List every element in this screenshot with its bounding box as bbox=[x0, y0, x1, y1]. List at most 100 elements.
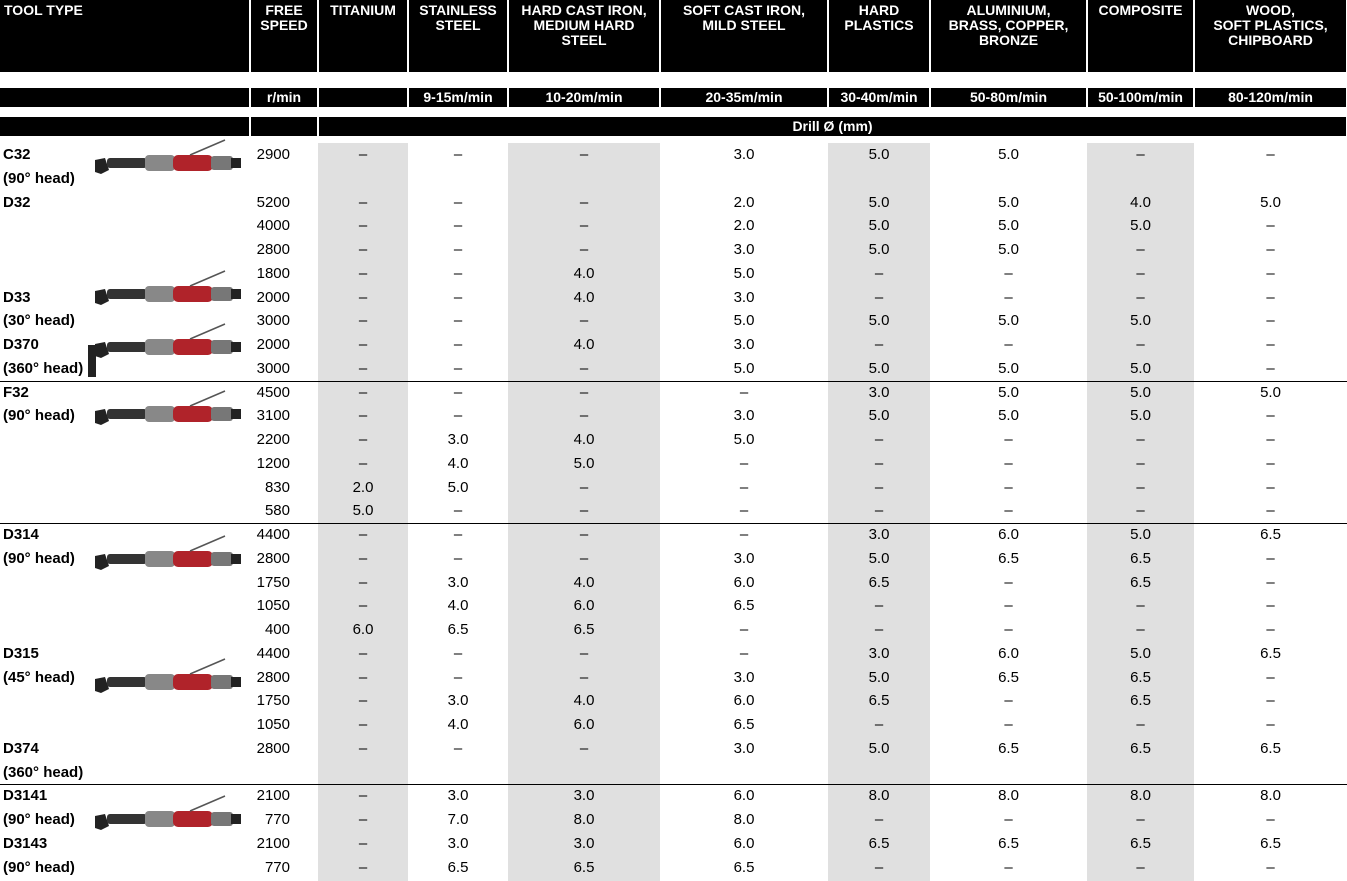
drill-value: – bbox=[1195, 262, 1346, 286]
drill-value: 6.5 bbox=[1088, 737, 1193, 761]
drill-value: 2.0 bbox=[661, 214, 827, 238]
drill-value: 6.5 bbox=[1088, 832, 1193, 856]
header-line: HARD CAST IRON, bbox=[509, 3, 659, 18]
drill-value: – bbox=[319, 547, 407, 571]
drill-value: – bbox=[409, 357, 507, 381]
column-header: STAINLESSSTEEL bbox=[409, 0, 507, 72]
drill-value: – bbox=[509, 143, 659, 167]
drill-value: 7.0 bbox=[409, 808, 507, 832]
drill-value: – bbox=[931, 428, 1086, 452]
drill-value: – bbox=[931, 262, 1086, 286]
drill-value: – bbox=[1195, 309, 1346, 333]
drill-value: 6.5 bbox=[1195, 642, 1346, 666]
drill-value: – bbox=[509, 666, 659, 690]
drill-value: 4.0 bbox=[509, 262, 659, 286]
drill-value: – bbox=[509, 214, 659, 238]
drill-value: 3.0 bbox=[409, 428, 507, 452]
free-speed: 580 bbox=[250, 499, 290, 523]
drill-value: – bbox=[509, 357, 659, 381]
drill-value: – bbox=[1088, 856, 1193, 880]
free-speed: 4400 bbox=[250, 523, 290, 547]
drill-value: 3.0 bbox=[409, 689, 507, 713]
drill-value: 6.0 bbox=[661, 689, 827, 713]
tool-name: (45° head) bbox=[3, 666, 75, 690]
drill-value: – bbox=[1088, 499, 1193, 523]
drill-value: 8.0 bbox=[1088, 784, 1193, 808]
drill-value: 3.0 bbox=[409, 832, 507, 856]
drill-value: 6.5 bbox=[661, 594, 827, 618]
drill-value: – bbox=[1195, 499, 1346, 523]
drill-value: 6.5 bbox=[931, 737, 1086, 761]
free-speed: 3100 bbox=[250, 404, 290, 428]
drill-value: – bbox=[829, 856, 929, 880]
drill-value: – bbox=[931, 713, 1086, 737]
drill-value: 6.5 bbox=[931, 832, 1086, 856]
free-speed: 4400 bbox=[250, 642, 290, 666]
drill-value: 3.0 bbox=[509, 784, 659, 808]
drill-value: – bbox=[661, 523, 827, 547]
free-speed: 2800 bbox=[250, 737, 290, 761]
drill-value: – bbox=[661, 452, 827, 476]
page: TOOL TYPEFREESPEEDTITANIUMSTAINLESSSTEEL… bbox=[0, 0, 1347, 881]
drill-value: 5.0 bbox=[661, 357, 827, 381]
drill-value: 6.5 bbox=[409, 856, 507, 880]
drill-value: 5.0 bbox=[829, 238, 929, 262]
drill-value: 2.0 bbox=[661, 191, 827, 215]
drill-value: 4.0 bbox=[409, 713, 507, 737]
column-header: SOFT CAST IRON,MILD STEEL bbox=[661, 0, 827, 72]
drill-value: 5.0 bbox=[931, 191, 1086, 215]
drill-value: – bbox=[829, 428, 929, 452]
drill-value: – bbox=[1195, 286, 1346, 310]
tool-image bbox=[95, 536, 241, 570]
drill-value: – bbox=[1088, 808, 1193, 832]
drill-value: 6.5 bbox=[931, 547, 1086, 571]
drill-value: – bbox=[931, 594, 1086, 618]
drill-value: – bbox=[1088, 713, 1193, 737]
drill-value: – bbox=[409, 642, 507, 666]
free-speed: 2100 bbox=[250, 784, 290, 808]
drill-value: – bbox=[409, 333, 507, 357]
drill-value: – bbox=[509, 476, 659, 500]
drill-value: – bbox=[931, 476, 1086, 500]
drill-value: 5.0 bbox=[1088, 381, 1193, 405]
drill-value: – bbox=[409, 309, 507, 333]
drill-value: – bbox=[319, 333, 407, 357]
drill-value: 3.0 bbox=[661, 143, 827, 167]
tool-name: D314 bbox=[3, 523, 39, 547]
tool-image bbox=[95, 271, 241, 305]
drill-value: 5.0 bbox=[931, 309, 1086, 333]
drill-value: – bbox=[1088, 238, 1193, 262]
tool-name: (30° head) bbox=[3, 309, 75, 333]
drill-value: – bbox=[319, 262, 407, 286]
header-line: ALUMINIUM, bbox=[931, 3, 1086, 18]
tool-head bbox=[88, 345, 96, 377]
drill-value: 5.0 bbox=[1088, 642, 1193, 666]
drill-spacer bbox=[251, 117, 317, 136]
header-line: SOFT CAST IRON, bbox=[661, 3, 827, 18]
drill-value: – bbox=[1195, 547, 1346, 571]
drill-value: – bbox=[1088, 618, 1193, 642]
drill-spacer bbox=[0, 117, 249, 136]
drill-value: – bbox=[409, 191, 507, 215]
drill-value: – bbox=[509, 547, 659, 571]
column-header: TITANIUM bbox=[319, 0, 407, 72]
drill-value: 6.0 bbox=[931, 642, 1086, 666]
drill-value: – bbox=[829, 476, 929, 500]
drill-value: – bbox=[1195, 357, 1346, 381]
drill-value: 4.0 bbox=[509, 333, 659, 357]
drill-value: – bbox=[829, 499, 929, 523]
drill-value: – bbox=[931, 808, 1086, 832]
free-speed: 1050 bbox=[250, 713, 290, 737]
header-line: WOOD, bbox=[1195, 3, 1346, 18]
drill-value: 5.0 bbox=[931, 238, 1086, 262]
drill-value: 5.0 bbox=[1195, 191, 1346, 215]
drill-value: 5.0 bbox=[661, 262, 827, 286]
drill-value: – bbox=[319, 309, 407, 333]
drill-value: 6.0 bbox=[661, 832, 827, 856]
drill-value: – bbox=[509, 523, 659, 547]
free-speed: 3000 bbox=[250, 357, 290, 381]
drill-value: – bbox=[1195, 689, 1346, 713]
drill-value: – bbox=[319, 404, 407, 428]
header-line: CHIPBOARD bbox=[1195, 33, 1346, 48]
drill-value: – bbox=[319, 808, 407, 832]
